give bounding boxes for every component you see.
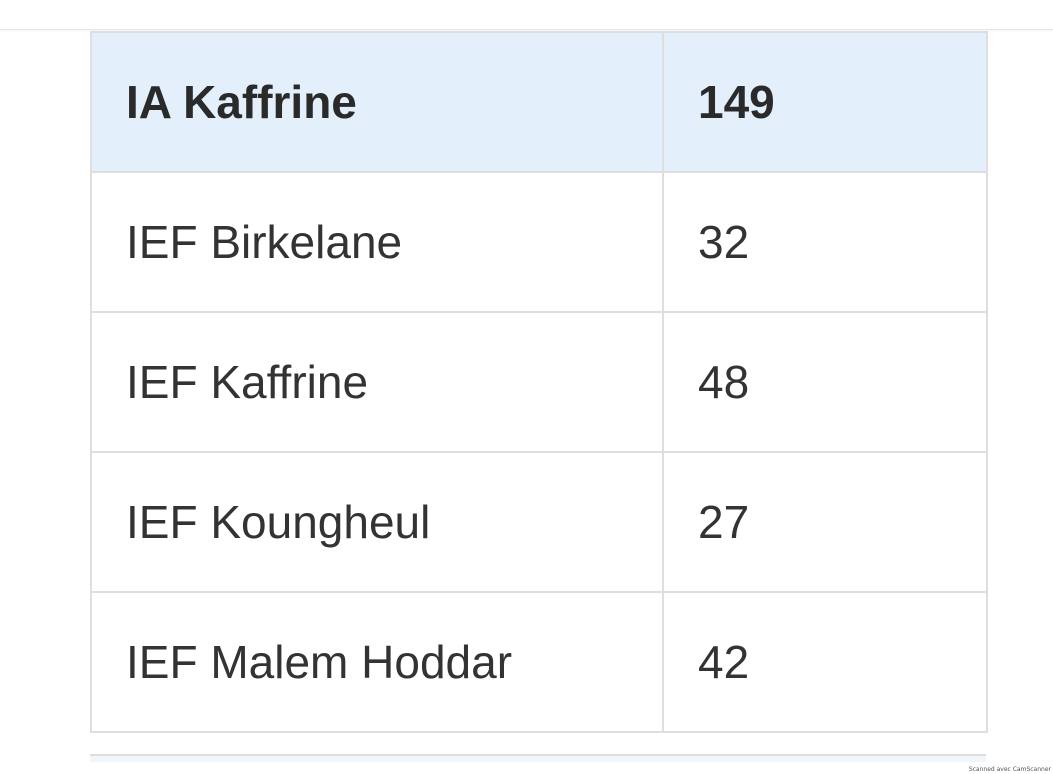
row-name-cell: IEF Koungheul	[90, 451, 664, 593]
table-header-row: IA Kaffrine 149	[90, 31, 988, 173]
scan-watermark: Scanned avec CamScanner	[968, 766, 1051, 773]
row-name-cell: IEF Kaffrine	[90, 311, 664, 453]
data-table: IA Kaffrine 149 IEF Birkelane 32 IEF Kaf…	[90, 31, 988, 733]
next-row-edge	[90, 754, 986, 762]
table-row: IEF Kaffrine 48	[90, 311, 988, 453]
header-name-cell: IA Kaffrine	[90, 31, 664, 173]
table-row: IEF Malem Hoddar 42	[90, 591, 988, 733]
top-bar	[0, 0, 1053, 30]
row-count-cell: 27	[662, 451, 988, 593]
table-row: IEF Koungheul 27	[90, 451, 988, 593]
data-table-container: IA Kaffrine 149 IEF Birkelane 32 IEF Kaf…	[90, 31, 988, 733]
row-count-cell: 32	[662, 171, 988, 313]
header-count-cell: 149	[662, 31, 988, 173]
row-count-cell: 48	[662, 311, 988, 453]
row-name-cell: IEF Malem Hoddar	[90, 591, 664, 733]
row-name-cell: IEF Birkelane	[90, 171, 664, 313]
table-row: IEF Birkelane 32	[90, 171, 988, 313]
row-count-cell: 42	[662, 591, 988, 733]
